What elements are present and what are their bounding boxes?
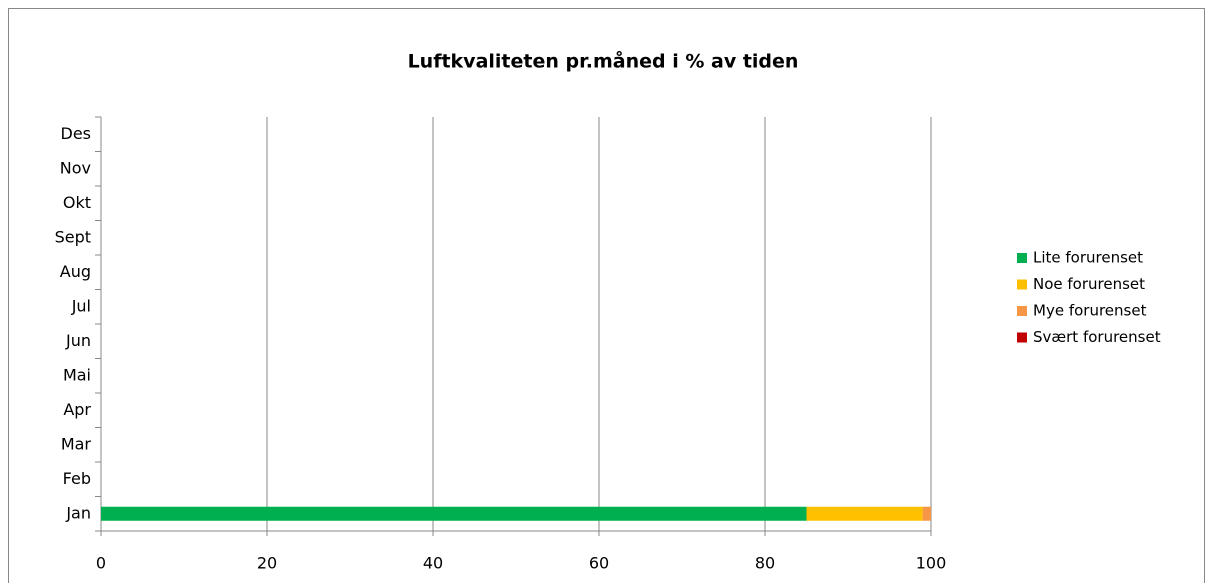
y-tick-label: Des [61, 124, 92, 143]
chart-title: Luftkvaliteten pr.måned i % av tiden [408, 49, 799, 73]
y-tick-label: Mai [63, 365, 91, 384]
y-tick-label: Feb [63, 469, 91, 488]
y-tick-label: Jan [65, 503, 91, 522]
y-tick-label: Sept [55, 227, 91, 246]
bar-segment [806, 506, 923, 521]
x-tick-label: 20 [257, 554, 277, 573]
y-tick-label: Jul [71, 296, 91, 315]
x-tick-label: 80 [755, 554, 775, 573]
legend-label: Mye forurenset [1033, 302, 1147, 320]
x-tick-label: 40 [423, 554, 443, 573]
y-tick-label: Apr [63, 400, 91, 419]
legend-swatch [1017, 279, 1027, 290]
legend-swatch [1017, 306, 1027, 316]
legend-label: Lite forurenset [1033, 249, 1143, 267]
y-tick-label: Okt [63, 193, 91, 212]
x-tick-label: 0 [96, 554, 106, 573]
y-tick-label: Nov [60, 158, 91, 177]
x-tick-label: 60 [589, 554, 609, 573]
y-tick-label: Mar [61, 434, 92, 453]
bar-segment [922, 506, 931, 521]
chart-border [8, 8, 1205, 583]
legend-swatch [1017, 253, 1027, 263]
bar-segment [101, 506, 807, 521]
legend-label: Svært forurenset [1033, 328, 1161, 346]
x-tick-label: 100 [916, 554, 947, 573]
y-tick-label: Aug [60, 262, 91, 281]
legend-swatch [1017, 332, 1027, 343]
legend-label: Noe forurenset [1033, 275, 1145, 293]
y-tick-label: Jun [65, 331, 91, 350]
